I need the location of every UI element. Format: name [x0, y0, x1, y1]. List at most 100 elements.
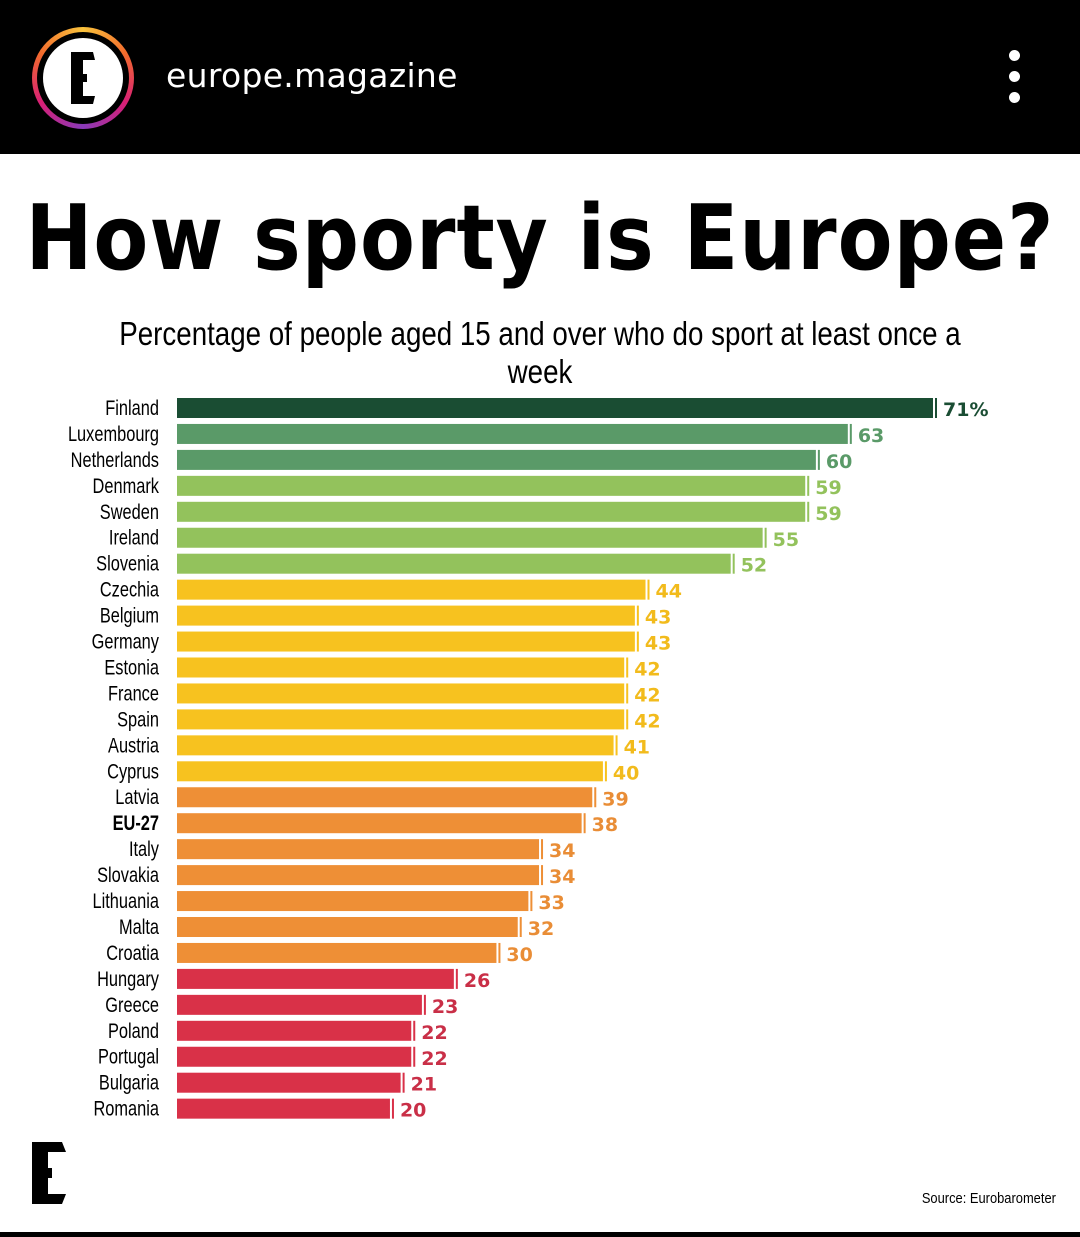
data-label: 23	[432, 996, 458, 1018]
europe-magazine-logo-icon	[43, 38, 123, 118]
category-label: Cyprus	[107, 759, 159, 782]
bar-end-marker	[849, 423, 852, 444]
data-label: 34	[549, 866, 575, 888]
category-label: Denmark	[93, 474, 160, 497]
data-label: 22	[421, 1048, 447, 1070]
data-label: 43	[645, 633, 671, 655]
bar	[177, 942, 497, 963]
europe-magazine-logo-icon	[32, 1142, 70, 1204]
data-label: 38	[592, 814, 618, 836]
chart-title: How sporty is Europe?	[25, 186, 1055, 291]
category-label: Poland	[108, 1019, 159, 1042]
bar	[177, 839, 540, 860]
category-label: Portugal	[98, 1045, 159, 1068]
bar	[177, 891, 529, 912]
more-vertical-icon[interactable]	[998, 50, 1032, 104]
category-label: Greece	[105, 993, 159, 1016]
data-label: 42	[634, 710, 660, 732]
bar-end-marker	[626, 683, 629, 704]
category-label: Slovakia	[97, 863, 159, 886]
bar	[177, 423, 848, 444]
bar-end-marker	[636, 605, 639, 626]
bar-end-marker	[413, 1046, 416, 1067]
data-label: 55	[773, 529, 799, 551]
bar-end-marker	[626, 657, 629, 678]
category-label: Ireland	[109, 526, 159, 549]
bar	[177, 657, 625, 678]
category-label: Estonia	[104, 656, 159, 679]
bar	[177, 1072, 401, 1093]
category-label: Croatia	[106, 941, 159, 964]
bar-end-marker	[647, 579, 650, 600]
data-label: 21	[411, 1074, 437, 1096]
bar	[177, 631, 635, 652]
profile-avatar[interactable]	[32, 27, 134, 129]
bar	[177, 994, 422, 1015]
bar-end-marker	[807, 501, 810, 522]
bar-end-marker	[732, 553, 735, 574]
bar-end-marker	[498, 942, 501, 963]
category-label: Italy	[129, 837, 160, 860]
category-label: Malta	[119, 915, 160, 938]
bar	[177, 449, 816, 470]
category-label: Sweden	[100, 500, 159, 523]
data-label: 40	[613, 762, 639, 784]
bar-chart: Finland 71% Luxembourg 63 Netherlands 60 Denma…	[68, 396, 989, 1122]
bar-end-marker	[935, 398, 937, 418]
bar-end-marker	[807, 475, 810, 496]
bar-end-marker	[402, 1072, 405, 1093]
bar	[177, 1020, 412, 1041]
bar-end-marker	[615, 735, 618, 756]
bar-end-marker	[594, 787, 597, 808]
source-note: Source: Eurobarometer	[921, 1190, 1056, 1207]
data-label: 32	[528, 918, 554, 940]
bar	[177, 553, 731, 574]
bar	[177, 398, 933, 418]
bar-end-marker	[530, 891, 533, 912]
category-label: EU-27	[113, 811, 159, 834]
bar-end-marker	[455, 968, 458, 989]
category-label: Netherlands	[71, 448, 159, 471]
bar-end-marker	[541, 865, 544, 886]
data-label: 34	[549, 840, 575, 862]
bar-end-marker	[636, 631, 639, 652]
data-label: 71%	[943, 399, 988, 421]
category-label: Czechia	[100, 578, 160, 601]
bar-end-marker	[541, 839, 544, 860]
data-label: 59	[815, 477, 841, 499]
data-label: 43	[645, 607, 671, 629]
category-label: Germany	[92, 630, 160, 653]
data-label: 26	[464, 970, 490, 992]
bar	[177, 579, 646, 600]
category-label: Romania	[93, 1097, 159, 1120]
avatar-ring	[37, 32, 129, 124]
bar	[177, 1046, 412, 1067]
chart-subtitle: Percentage of people aged 15 and over wh…	[119, 315, 961, 390]
bar-end-marker	[423, 994, 426, 1015]
bar-end-marker	[764, 527, 767, 548]
bar	[177, 1098, 390, 1119]
bar-end-marker	[519, 917, 522, 937]
data-label: 52	[741, 555, 767, 577]
bar-end-marker	[583, 813, 586, 834]
bar	[177, 683, 625, 704]
bar	[177, 865, 540, 886]
data-label: 33	[538, 892, 564, 914]
data-label: 22	[421, 1022, 447, 1044]
bar-end-marker	[817, 449, 820, 470]
bar	[177, 787, 593, 808]
data-label: 42	[634, 659, 660, 681]
category-label: Slovenia	[96, 552, 159, 575]
data-label: 59	[815, 503, 841, 525]
category-label: Austria	[108, 733, 159, 756]
bar-end-marker	[604, 761, 607, 782]
data-label: 39	[602, 788, 628, 810]
bar	[177, 968, 454, 989]
category-label: Hungary	[97, 967, 159, 990]
bar-end-marker	[391, 1098, 394, 1119]
bar	[177, 501, 806, 522]
category-label: Bulgaria	[99, 1071, 160, 1094]
bar	[177, 605, 635, 626]
username[interactable]: europe.magazine	[166, 56, 458, 95]
bar	[177, 709, 625, 730]
